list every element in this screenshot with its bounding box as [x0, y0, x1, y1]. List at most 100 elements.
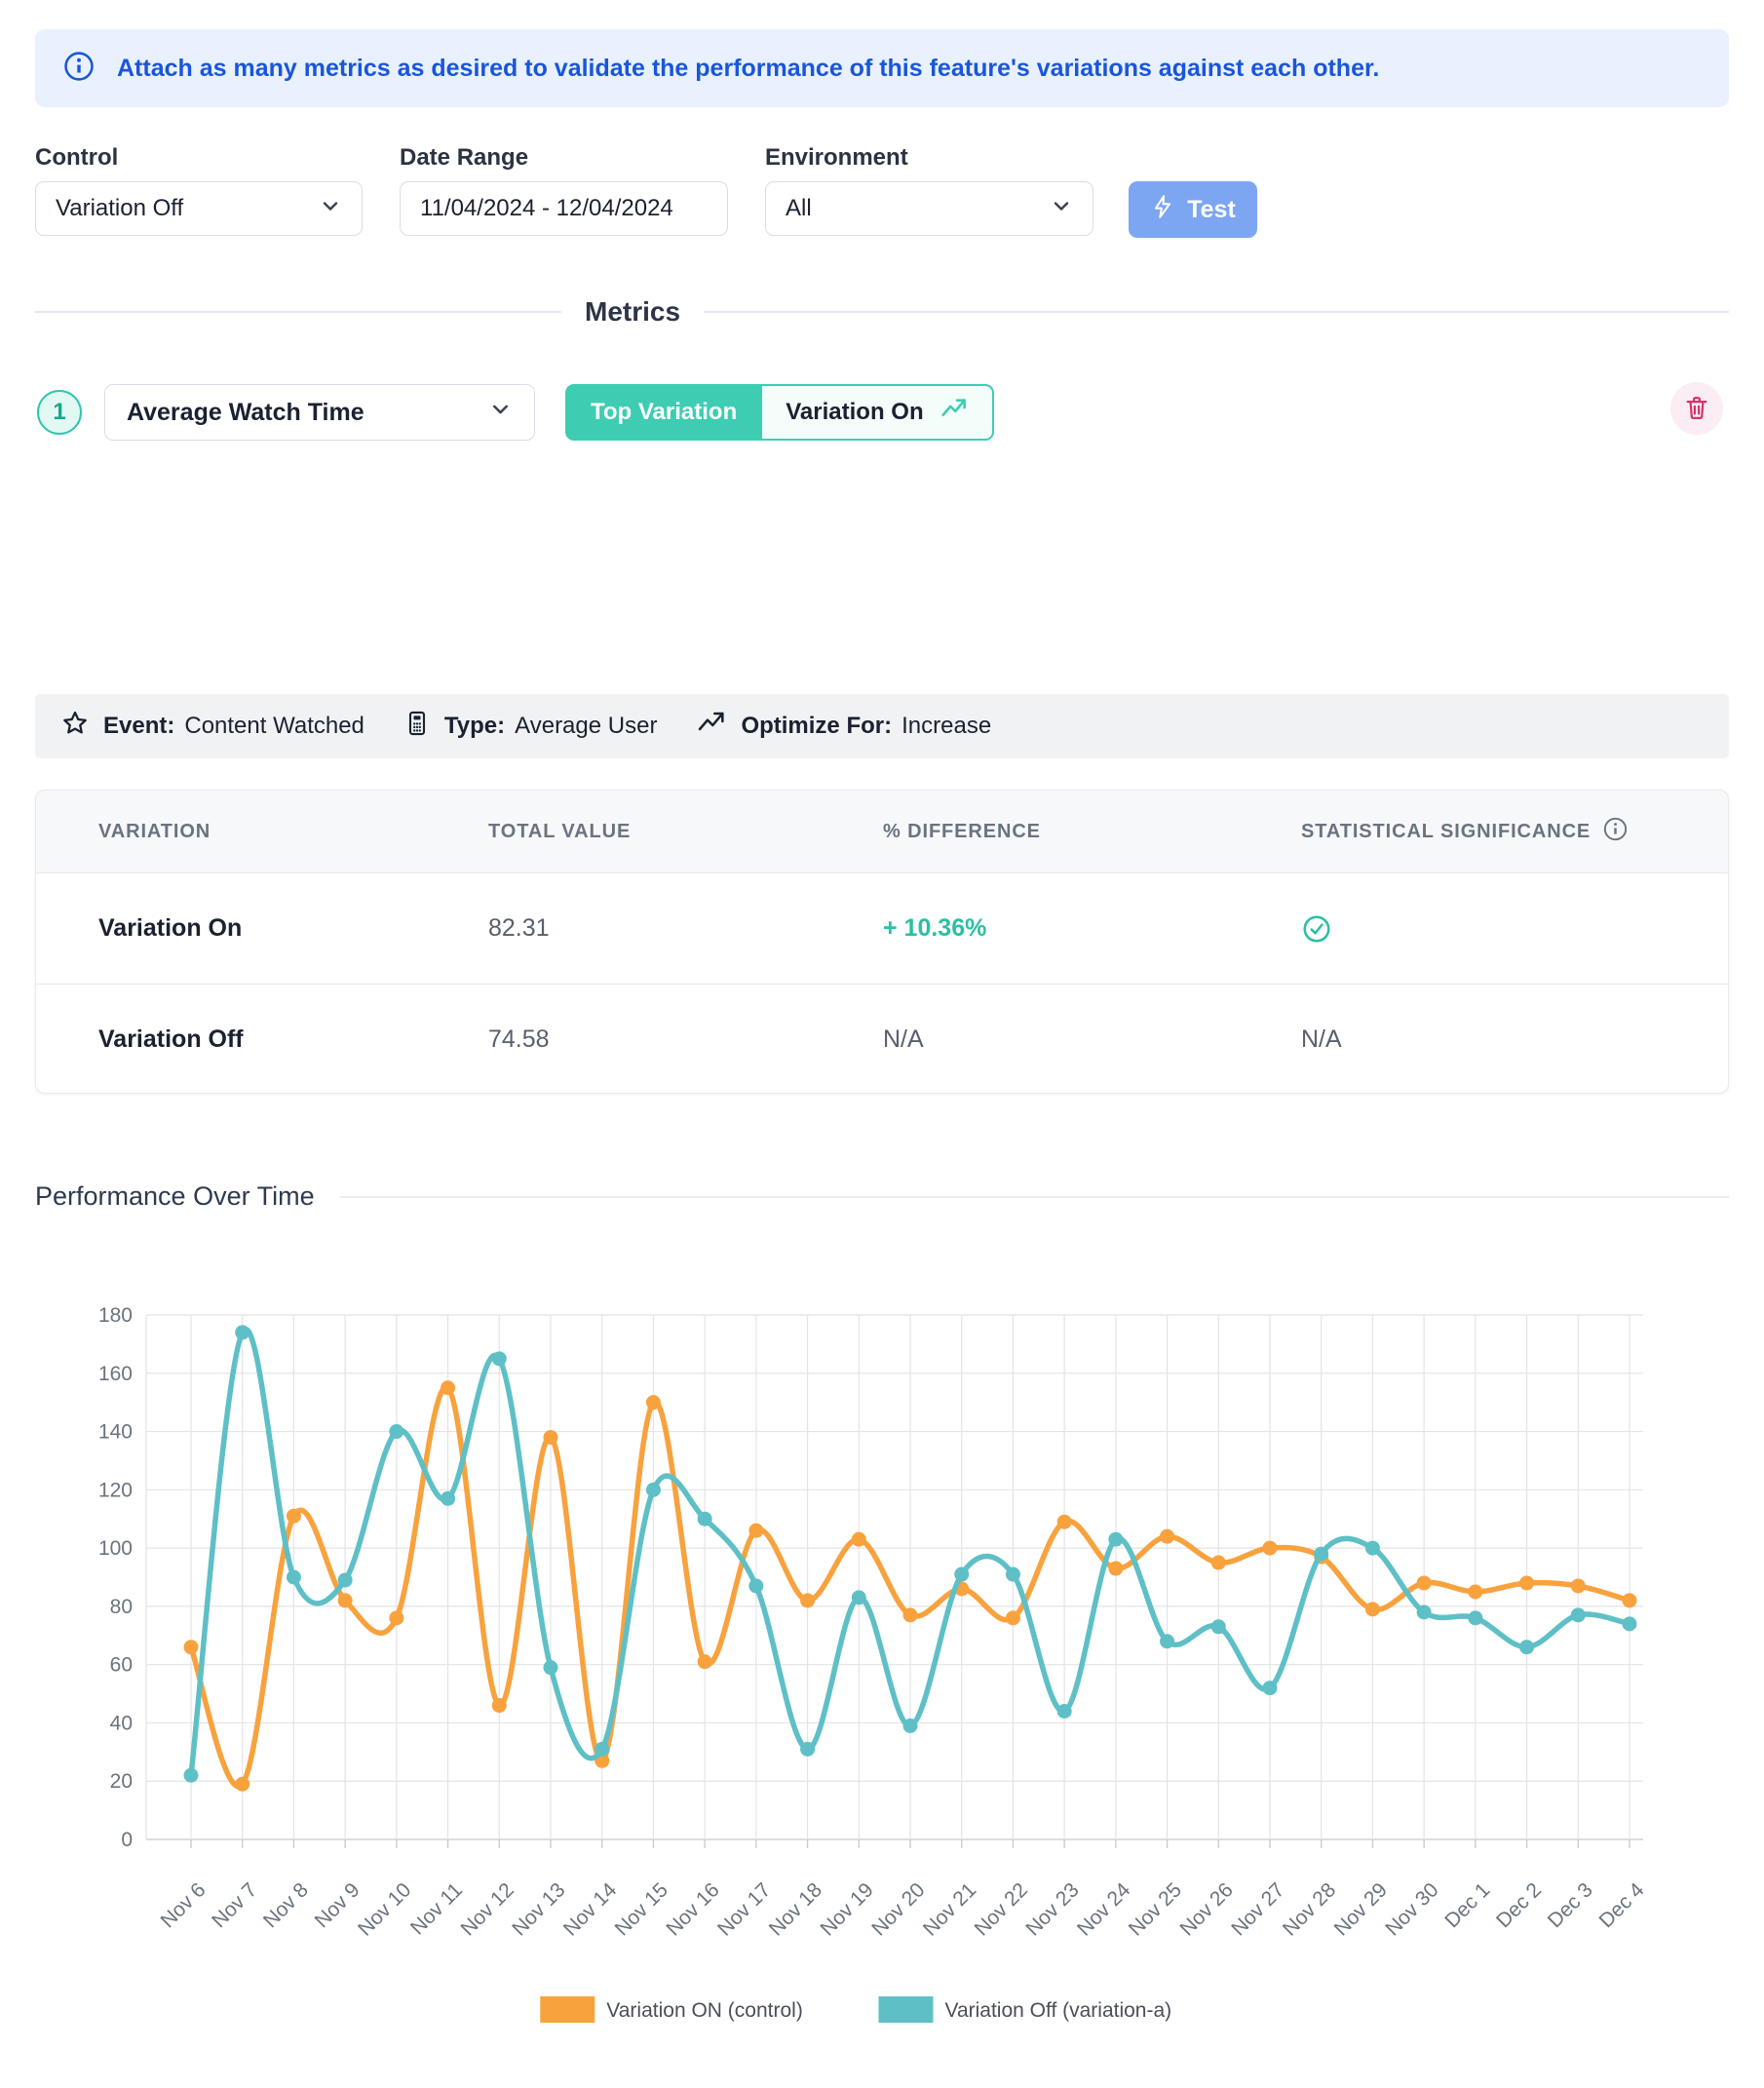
info-icon[interactable] — [1602, 816, 1629, 848]
test-button[interactable]: Test — [1129, 181, 1257, 238]
svg-text:40: 40 — [110, 1712, 133, 1734]
x-axis-label: Nov 30 — [1381, 1878, 1442, 1940]
date-range-input[interactable]: 11/04/2024 - 12/04/2024 — [400, 181, 728, 236]
chart-point — [1108, 1531, 1124, 1547]
chart-point — [1622, 1616, 1637, 1632]
trend-up-icon — [696, 708, 727, 746]
chart-point — [183, 1640, 199, 1655]
svg-text:0: 0 — [121, 1829, 133, 1851]
chart-point — [1364, 1602, 1380, 1617]
x-axis-label: Nov 17 — [713, 1878, 775, 1940]
x-axis-label: Nov 24 — [1073, 1878, 1135, 1941]
svg-text:120: 120 — [98, 1479, 133, 1501]
x-axis-label: Nov 20 — [867, 1878, 929, 1940]
x-axis-label: Nov 7 — [208, 1878, 261, 1932]
chart-point — [1262, 1681, 1278, 1696]
significance-check-icon — [1301, 873, 1332, 984]
chart-point — [491, 1698, 507, 1714]
chart-point — [1468, 1610, 1483, 1626]
chart-point — [748, 1523, 764, 1538]
chart-point — [286, 1569, 301, 1585]
x-axis-label: Nov 8 — [259, 1878, 313, 1932]
x-axis-label: Dec 2 — [1492, 1878, 1546, 1932]
x-axis-label: Nov 29 — [1330, 1878, 1392, 1940]
chart-line — [188, 1384, 1632, 1790]
performance-chart-container: 0 20 40 60 80 100 120 140 160 180 Nov 6 Nov 7 Nov 8 N… — [0, 1250, 1764, 2078]
svg-text:180: 180 — [98, 1304, 133, 1327]
event-label: Event: — [103, 713, 175, 739]
svg-text:Variation ON (control): Variation ON (control) — [606, 1999, 803, 2022]
environment-label: Environment — [765, 144, 908, 171]
chart-point — [1210, 1555, 1226, 1570]
svg-text:160: 160 — [98, 1363, 133, 1385]
performance-title: Performance Over Time — [35, 1181, 315, 1211]
chart-point — [235, 1776, 250, 1792]
x-axis-label: Nov 23 — [1021, 1878, 1083, 1940]
type-value: Average User — [515, 713, 658, 739]
x-axis-label: Nov 25 — [1125, 1878, 1186, 1940]
table-row: Variation Off 74.58 N/A N/A — [36, 984, 1728, 1093]
calculator-icon — [403, 710, 431, 744]
chart-point — [1519, 1575, 1535, 1591]
chart-point — [800, 1741, 816, 1757]
x-axis-label: Nov 14 — [559, 1878, 622, 1941]
chart-point — [800, 1593, 816, 1608]
chart-point — [389, 1424, 404, 1440]
environment-select[interactable]: All — [765, 181, 1093, 236]
chart-point — [337, 1593, 353, 1608]
star-icon — [60, 709, 90, 745]
metric-select[interactable]: Average Watch Time — [104, 384, 535, 441]
x-axis-label: Nov 15 — [611, 1878, 672, 1940]
x-axis-label: Nov 13 — [508, 1878, 569, 1940]
control-select[interactable]: Variation Off — [35, 181, 363, 236]
trash-icon — [1683, 394, 1710, 424]
event-value: Content Watched — [184, 713, 364, 739]
row-total-value: 82.31 — [488, 914, 550, 942]
top-variation-badge: Top Variation Variation On — [565, 384, 994, 441]
legend-item[interactable]: Variation Off (variation-a) — [878, 1996, 1172, 2023]
col-total-value: TOTAL VALUE — [488, 821, 632, 842]
performance-section-header: Performance Over Time — [35, 1181, 1729, 1212]
chevron-down-icon — [1050, 194, 1073, 224]
metrics-table-header: VARIATION TOTAL VALUE % DIFFERENCE STATI… — [36, 791, 1728, 873]
delete-metric-button[interactable] — [1670, 382, 1723, 435]
x-axis-label: Dec 3 — [1544, 1878, 1597, 1932]
filters-row: Control Variation Off Date Range 11/04/2… — [35, 144, 1729, 242]
chart-point — [235, 1325, 250, 1340]
row-difference: N/A — [883, 1025, 924, 1053]
svg-text:20: 20 — [110, 1770, 133, 1793]
chevron-down-icon — [319, 194, 342, 224]
chart-point — [1364, 1540, 1380, 1556]
x-axis-label: Nov 19 — [817, 1878, 878, 1940]
chart-point — [1314, 1546, 1329, 1562]
control-label: Control — [35, 144, 119, 171]
legend-item[interactable]: Variation ON (control) — [540, 1996, 803, 2023]
x-axis-label: Nov 12 — [457, 1878, 518, 1940]
chart-point — [1416, 1575, 1432, 1591]
chart-point — [1056, 1514, 1072, 1529]
metric-row: 1 Average Watch Time Top Variation Varia… — [0, 382, 1764, 445]
chart-point — [1160, 1528, 1175, 1544]
col-difference: % DIFFERENCE — [883, 821, 1041, 842]
row-total-value: 74.58 — [488, 1025, 550, 1053]
chart-point — [902, 1718, 918, 1733]
chart-point — [902, 1607, 918, 1623]
chart-point — [594, 1741, 610, 1757]
table-row: Variation On 82.31 + 10.36% — [36, 873, 1728, 984]
info-banner: Attach as many metrics as desired to val… — [35, 29, 1729, 107]
chart-point — [337, 1572, 353, 1588]
chart-point — [954, 1566, 970, 1582]
trend-up-icon — [940, 395, 969, 431]
x-axis-label: Nov 27 — [1227, 1878, 1288, 1940]
x-axis-label: Nov 11 — [406, 1878, 467, 1939]
x-axis-label: Nov 28 — [1279, 1878, 1340, 1940]
optimize-for-value: Increase — [901, 713, 992, 739]
bolt-icon — [1150, 194, 1175, 226]
chart-point — [543, 1660, 558, 1676]
x-axis-label: Nov 21 — [919, 1878, 980, 1940]
col-variation: VARIATION — [98, 821, 211, 842]
chart-point — [1262, 1540, 1278, 1556]
svg-text:80: 80 — [110, 1596, 133, 1618]
row-significance: N/A — [1301, 1025, 1342, 1053]
banner-text: Attach as many metrics as desired to val… — [117, 54, 1380, 82]
